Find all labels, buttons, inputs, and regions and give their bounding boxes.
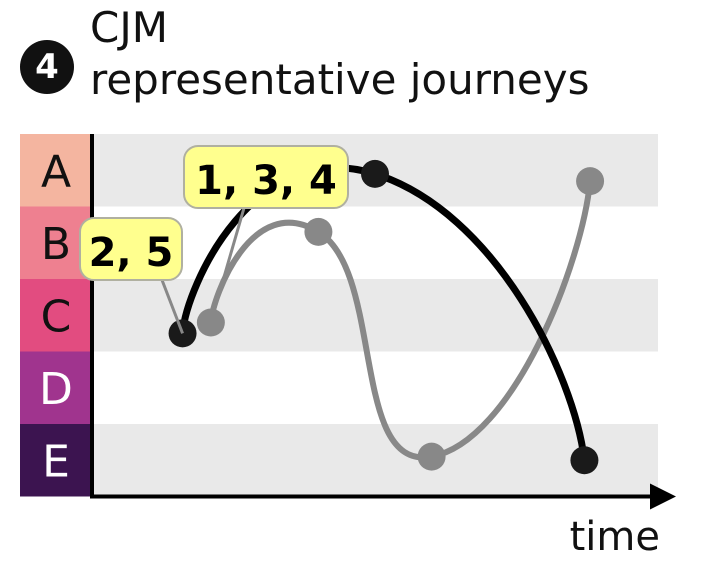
category-label-e: E <box>42 436 70 487</box>
journey-callouts: 1, 3, 4 2, 5 <box>79 145 349 334</box>
category-label-b: B <box>41 219 71 270</box>
callout-label-1: 1, 3, 4 <box>195 158 337 204</box>
callout-label-2: 2, 5 <box>89 230 174 276</box>
callout-box-2 <box>79 217 183 281</box>
title-line-1: CJM <box>90 3 168 52</box>
x-axis-arrowhead <box>650 483 676 510</box>
category-label-a: A <box>41 146 71 197</box>
row-band-e <box>92 424 658 497</box>
journey-point-2-3 <box>570 446 599 475</box>
category-swatch-c <box>20 279 92 352</box>
row-band-b <box>92 206 658 279</box>
step-number-badge: 4 <box>20 40 74 94</box>
category-swatch-e <box>20 424 92 497</box>
journey-point-1-2 <box>304 217 333 246</box>
journey-point-1-3 <box>417 442 446 471</box>
journey-point-2-2 <box>361 159 389 188</box>
category-label-c: C <box>41 291 72 342</box>
x-axis-label: time <box>570 514 660 560</box>
category-label-d: D <box>39 364 73 415</box>
callout-box-1 <box>183 145 349 209</box>
callout-leader-2 <box>160 279 184 334</box>
chart-title: CJM representative journeys <box>90 2 589 106</box>
title-line-2: representative journeys <box>90 55 590 104</box>
callout-leader-1 <box>209 207 246 323</box>
category-swatch-d <box>20 351 92 424</box>
journey-point-1-4 <box>576 167 605 196</box>
axes <box>90 134 676 510</box>
category-swatch-a <box>20 134 92 207</box>
